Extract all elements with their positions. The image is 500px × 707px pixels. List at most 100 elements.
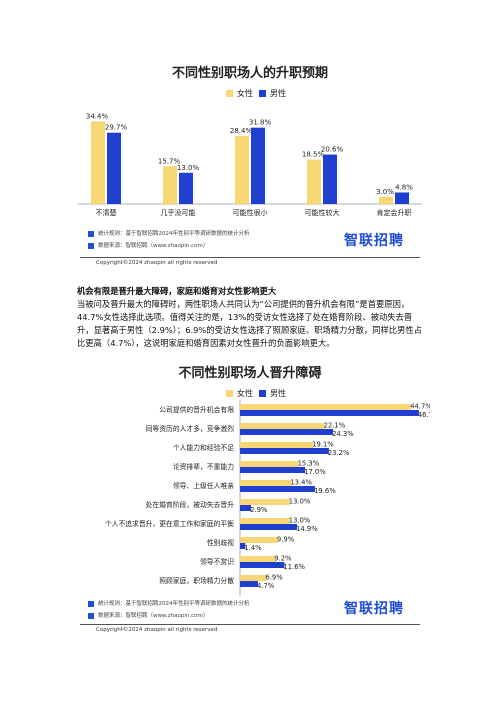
article-text: 机会有限是晋升最大障碍，家庭和婚育对女性影响更大 当被问及晋升最大的障碍时，两性… bbox=[77, 285, 427, 350]
chart2-source: 数据来源：智联招聘（www.zhaopin.com） bbox=[98, 613, 209, 619]
chart2-plot: 公司提供的晋升机会有限44.7%46.7%同等资历的人才多，竞争激烈22.1%2… bbox=[105, 400, 430, 596]
chart2-data-label: 24.3% bbox=[332, 430, 354, 438]
chart2-category-label: 性别歧视 bbox=[207, 538, 234, 547]
legend-female-label: 女性 bbox=[237, 89, 253, 98]
chart2-bar-female bbox=[240, 442, 314, 448]
chart2-footer: 统计规则：基于智联招聘2024年性别平等调研数据的统计分析 数据来源：智联招聘（… bbox=[88, 598, 250, 622]
chart2-category-label: 公司提供的晋升机会有限 bbox=[159, 405, 234, 414]
chart2-bar-female bbox=[240, 499, 290, 505]
chart2-data-label: 1.4% bbox=[244, 544, 262, 552]
chart1-plot: 34.4% 29.7% 不清楚 15.7%13.0% 几乎没可能 28.4%31.8% 可能… bbox=[78, 112, 422, 217]
chart2-bar-male bbox=[240, 562, 285, 568]
chart1-source: 数据来源：智联招聘（www.zhaopin.com） bbox=[98, 243, 209, 249]
chart2-category-label: 处在婚育阶段，被动失去晋升 bbox=[146, 500, 235, 509]
chart2-bar-male bbox=[240, 448, 329, 454]
chart2-category-label: 个人能力和经验不足 bbox=[173, 443, 234, 452]
chart1-bar-male bbox=[395, 192, 409, 204]
chart2-category-label: 个人不追求晋升，更在意工作和家庭的平衡 bbox=[105, 519, 234, 528]
chart1-title: 不同性别职场人的升职预期 bbox=[171, 66, 328, 81]
chart1-category-label: 不清楚 bbox=[96, 208, 117, 217]
chart1-legend: 女性 男性 bbox=[226, 88, 286, 99]
brand-logo-2: 智联招聘 bbox=[344, 601, 404, 617]
legend-female-swatch bbox=[226, 90, 233, 97]
chart2-bar-female bbox=[240, 518, 290, 524]
chart1-data-label: 13.0% bbox=[177, 164, 200, 172]
chart2-bar-female bbox=[240, 537, 278, 543]
legend-male-swatch bbox=[259, 90, 266, 97]
chart2-data-label: 19.6% bbox=[314, 487, 336, 495]
chart2-data-label: 9.9% bbox=[277, 536, 295, 544]
chart2-bar-male bbox=[240, 410, 419, 416]
chart2-data-label: 11.6% bbox=[283, 563, 305, 571]
article-heading: 机会有限是晋升最大障碍，家庭和婚育对女性影响更大 bbox=[77, 286, 277, 296]
chart2-bar-male bbox=[240, 505, 252, 511]
chart1-method: 统计规则：基于智联招聘2024年性别平等调研数据的统计分析 bbox=[98, 231, 250, 237]
chart1-bar-female bbox=[235, 135, 249, 204]
chart1-bar-male bbox=[323, 154, 337, 204]
chart1-data-label: 18.5% bbox=[302, 151, 325, 159]
divider-2 bbox=[80, 624, 420, 625]
chart1-data-label: 4.8% bbox=[395, 183, 413, 191]
chart2-data-label: 4.7% bbox=[257, 582, 275, 590]
chart1-bar-female bbox=[91, 121, 105, 204]
chart1-bar-female bbox=[379, 196, 393, 204]
chart2-data-label: 22.1% bbox=[324, 422, 346, 430]
divider-1 bbox=[80, 257, 420, 258]
chart1-bar-male bbox=[179, 172, 193, 204]
chart2-data-label: 44.7% bbox=[410, 403, 430, 411]
legend2-male-label: 男性 bbox=[270, 389, 286, 398]
chart2-category-label: 论资排辈，不重能力 bbox=[173, 462, 234, 471]
chart1-data-label: 15.7% bbox=[158, 157, 181, 165]
chart2-bar-female bbox=[240, 423, 325, 429]
chart2-bar-female bbox=[240, 404, 412, 410]
chart2-data-label: 14.9% bbox=[296, 525, 318, 533]
rule-icon bbox=[88, 231, 94, 237]
chart2-method: 统计规则：基于智联招聘2024年性别平等调研数据的统计分析 bbox=[98, 601, 250, 607]
source-icon bbox=[88, 243, 94, 249]
chart1-data-label: 31.8% bbox=[249, 119, 272, 127]
chart2-category-label: 领导不赏识 bbox=[200, 557, 234, 566]
chart1-bar-male bbox=[107, 132, 121, 204]
chart2-title: 不同性别职场人晋升障碍 bbox=[178, 366, 322, 381]
chart2-data-label: 23.2% bbox=[328, 449, 350, 457]
chart1-data-label: 20.6% bbox=[321, 146, 344, 154]
chart1-bar-female bbox=[163, 166, 177, 204]
legend2-female-swatch bbox=[226, 390, 233, 397]
chart2-bar-male bbox=[240, 467, 306, 473]
chart2-bar-male bbox=[240, 524, 298, 530]
chart1-data-label: 3.0% bbox=[376, 188, 394, 196]
chart1-category-label: 几乎没可能 bbox=[161, 208, 196, 217]
chart2-data-label: 13.0% bbox=[289, 498, 311, 506]
chart1-data-label: 28.4% bbox=[230, 127, 253, 135]
chart1-data-label: 34.4% bbox=[86, 112, 109, 120]
chart2-data-label: 19.1% bbox=[312, 441, 334, 449]
chart2-bar-male bbox=[240, 429, 334, 435]
chart2-bar-female bbox=[240, 556, 276, 562]
chart2-data-label: 9.2% bbox=[274, 555, 292, 563]
chart1-footer: 统计规则：基于智联招聘2024年性别平等调研数据的统计分析 数据来源：智联招聘（… bbox=[88, 228, 250, 252]
chart2-legend: 女性 男性 bbox=[226, 388, 286, 399]
chart1-data-label: 29.7% bbox=[105, 124, 128, 132]
chart2-data-label: 13.4% bbox=[290, 479, 312, 487]
copyright-2: Copyright©2024 zhaopin all rights reserv… bbox=[96, 627, 218, 633]
chart2-category-label: 照顾家庭，职场精力分散 bbox=[159, 576, 234, 585]
chart2-category-label: 领导、上级任人唯亲 bbox=[173, 481, 234, 490]
chart2-data-label: 2.9% bbox=[250, 506, 268, 514]
chart2-bar-male bbox=[240, 543, 246, 549]
chart2-data-label: 46.7% bbox=[418, 411, 430, 419]
legend2-female-label: 女性 bbox=[237, 389, 253, 398]
chart2-bar-female bbox=[240, 461, 299, 467]
chart2-category-label: 同等资历的人才多，竞争激烈 bbox=[146, 424, 235, 433]
chart2-data-label: 6.9% bbox=[265, 574, 283, 582]
chart2-data-label: 15.3% bbox=[298, 460, 320, 468]
chart2-bar-female bbox=[240, 575, 267, 581]
chart1-bar-female bbox=[307, 159, 321, 204]
rule-icon-2 bbox=[88, 601, 94, 607]
chart2-bar-female bbox=[240, 480, 292, 486]
chart1-bar-male bbox=[251, 127, 265, 204]
chart1-category-label: 可能性很小 bbox=[233, 208, 268, 217]
chart2-bar-male bbox=[240, 486, 316, 492]
chart2-data-label: 17.0% bbox=[304, 468, 326, 476]
copyright-1: Copyright©2024 zhaopin all rights reserv… bbox=[96, 260, 218, 266]
chart1-category-label: 可能性较大 bbox=[305, 208, 340, 217]
